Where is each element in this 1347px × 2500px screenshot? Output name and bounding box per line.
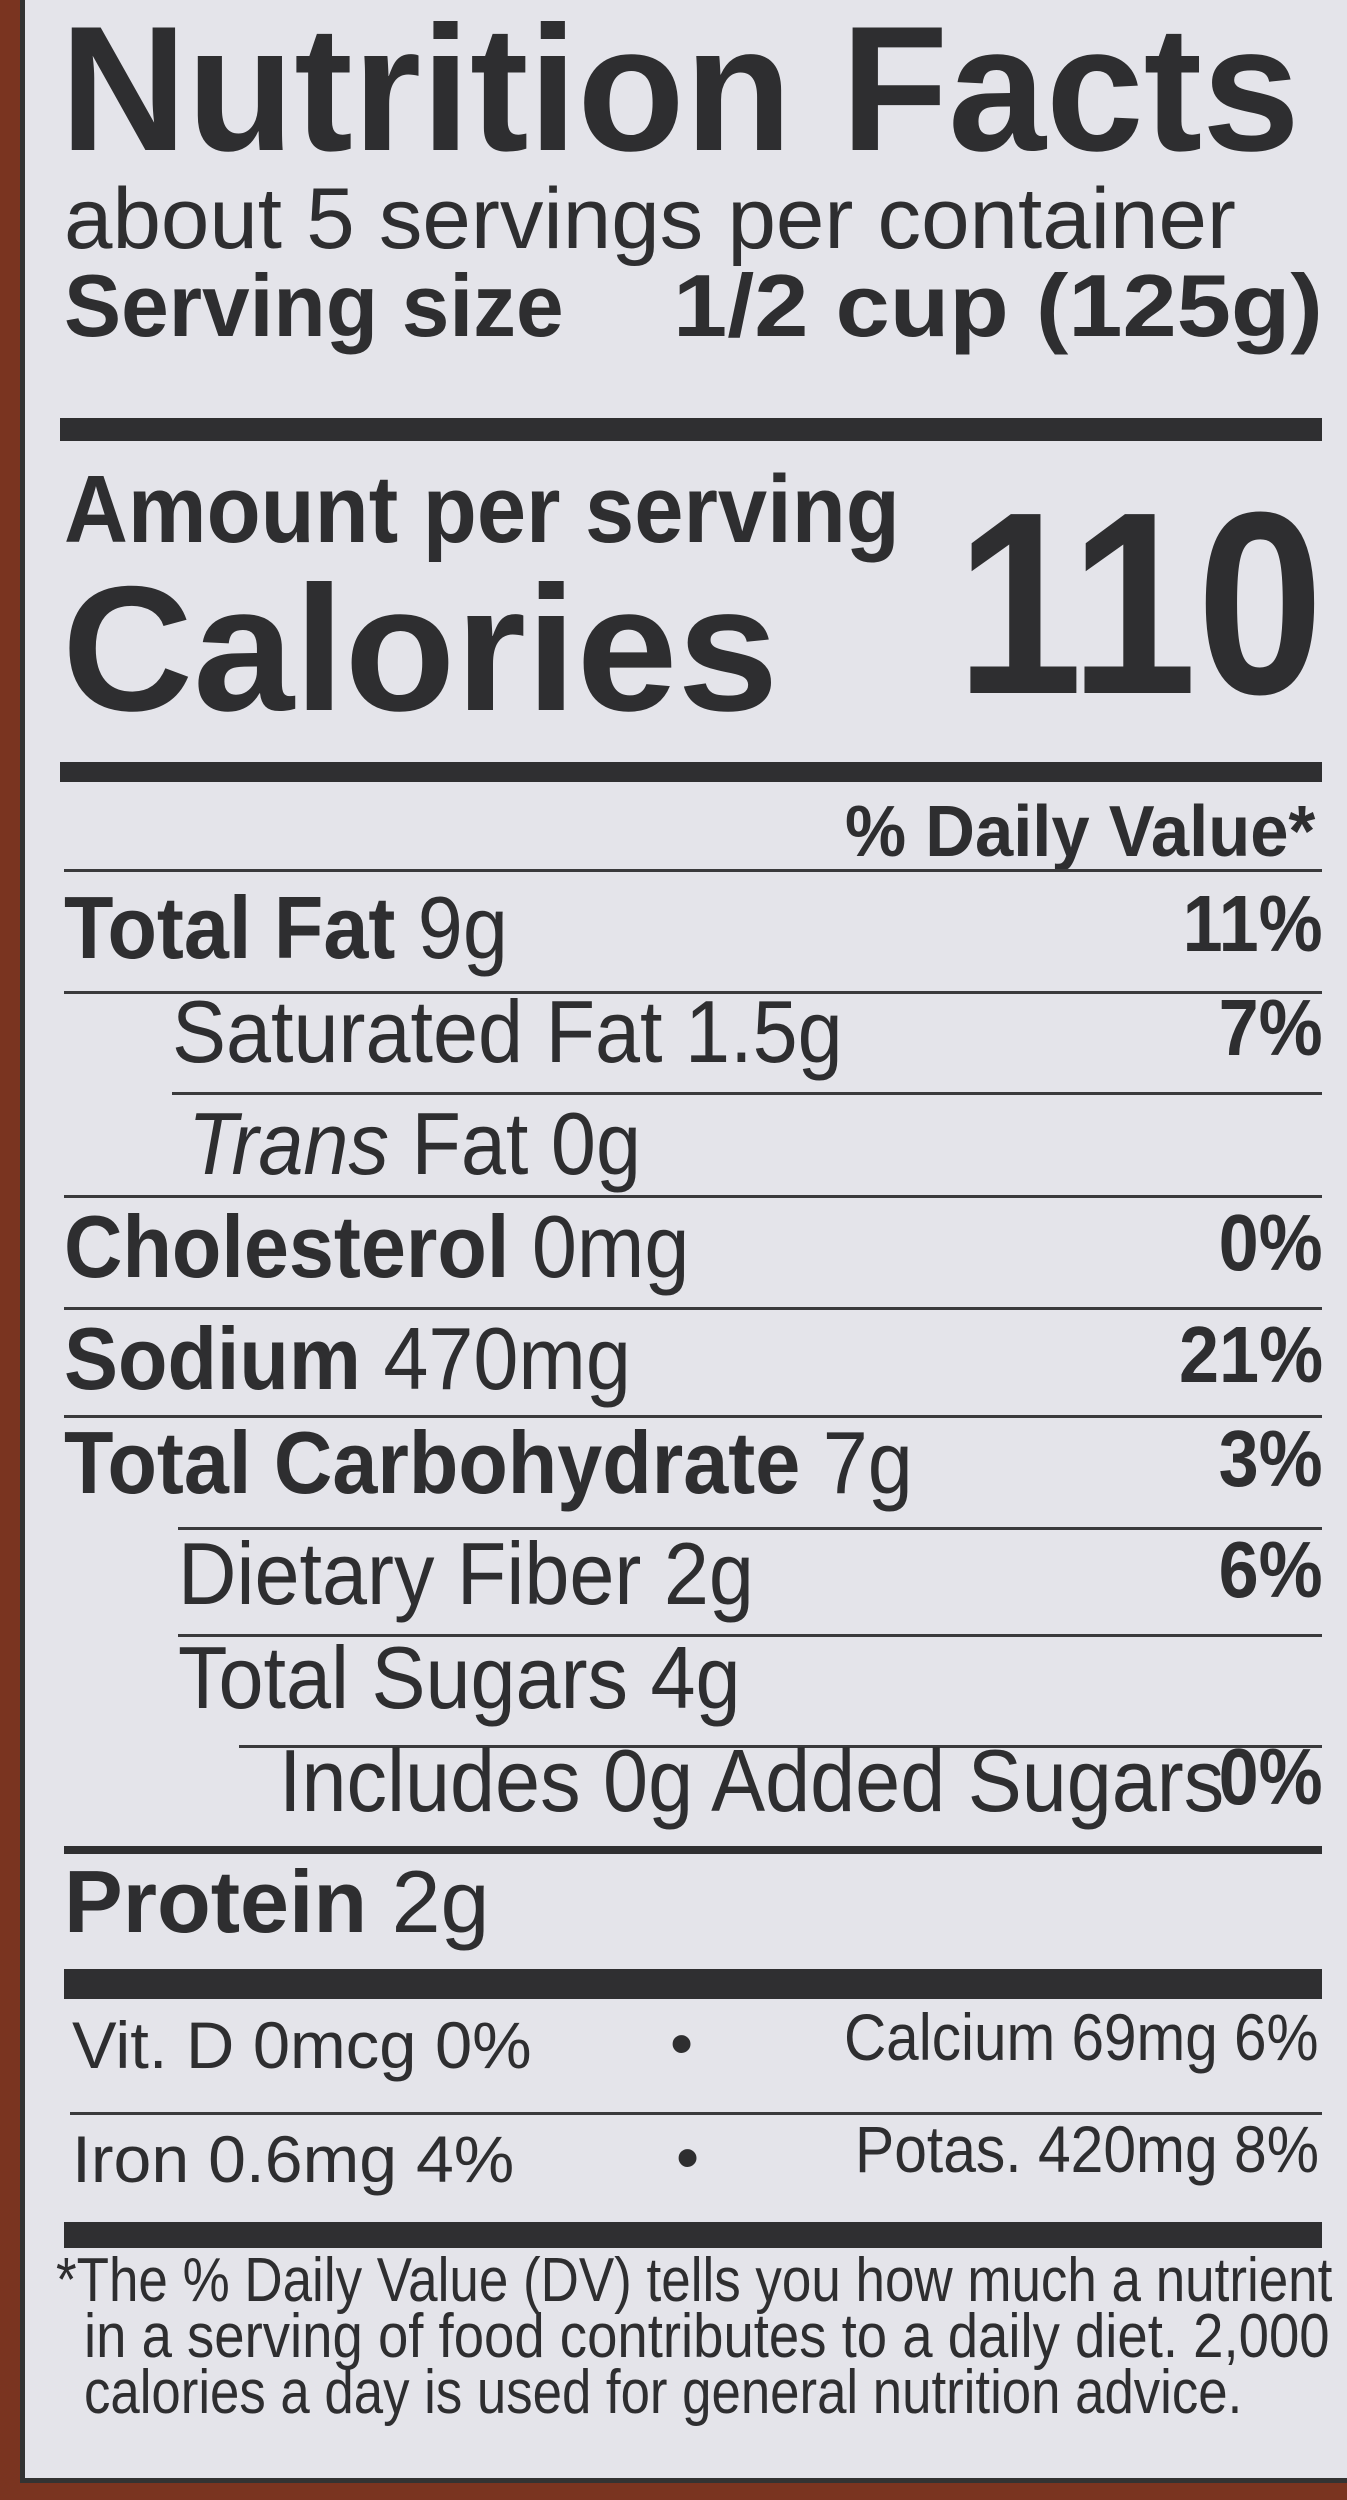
thick-divider [60, 418, 1322, 441]
divider [178, 1634, 1322, 1637]
daily-value-percent: 21% [1178, 1310, 1323, 1399]
nutrient-row: Sodium 470mg [64, 1315, 631, 1403]
nutrient-row: Trans Fat 0g [188, 1100, 641, 1188]
vitamin-d: Vit. D 0mcg 0% [72, 2008, 532, 2082]
divider [70, 2112, 1322, 2115]
nutrient-name: Protein [64, 1852, 368, 1951]
nutrient-row: Cholesterol 0mg [64, 1203, 689, 1291]
nutrient-name: Total Carbohydrate [64, 1413, 801, 1512]
iron: Iron 0.6mg 4% [72, 2122, 515, 2196]
nutrient-row: Total Carbohydrate 7g [64, 1419, 913, 1507]
daily-value-percent: 6% [1218, 1525, 1323, 1614]
thick-divider [64, 1969, 1322, 1999]
nutrient-amount: 0g [550, 1094, 641, 1193]
divider [64, 1415, 1322, 1418]
nutrient-amount: 7g [822, 1413, 913, 1512]
nutrient-row: Includes 0g Added Sugars [279, 1737, 1224, 1825]
nutrient-amount: 2g [391, 1852, 490, 1951]
nutrient-amount: 9g [417, 878, 508, 977]
medium-divider [60, 762, 1322, 782]
separator-dot: • [670, 2006, 694, 2080]
divider [64, 1195, 1322, 1198]
nutrient-name: Total Fat [64, 878, 396, 977]
footnote-line: calories a day is used for general nutri… [84, 2358, 1243, 2427]
nutrient-amount: 2g [663, 1524, 754, 1623]
separator-dot: • [676, 2120, 700, 2194]
daily-value-percent: 0% [1218, 1732, 1323, 1821]
daily-value-percent: 7% [1218, 983, 1323, 1072]
nutrient-row-protein: Protein 2g [64, 1858, 490, 1946]
nutrient-amount: 470mg [383, 1309, 631, 1408]
footnote-line: *The % Daily Value (DV) tells you how mu… [56, 2246, 1333, 2315]
divider [64, 869, 1322, 872]
nutrient-amount: 1.5g [685, 982, 843, 1081]
nutrient-row: Dietary Fiber 2g [178, 1530, 754, 1618]
calcium: Calcium 69mg 6% [844, 2000, 1319, 2074]
nutrient-name: Dietary Fiber [178, 1524, 642, 1623]
nutrient-name: Sodium [64, 1309, 361, 1408]
servings-per-container: about 5 servings per container [64, 171, 1236, 267]
amount-per-serving: Amount per serving [64, 456, 900, 563]
nutrient-name: Saturated Fat [172, 982, 663, 1081]
title: Nutrition Facts [60, 0, 1300, 188]
nutrient-name-suffix: Fat [411, 1094, 529, 1193]
daily-value-header: % Daily Value* [844, 792, 1315, 872]
nutrient-name: Cholesterol [64, 1197, 510, 1296]
potassium: Potas. 420mg 8% [855, 2112, 1319, 2186]
calories-label: Calories [62, 549, 779, 748]
daily-value-percent: 11% [1182, 879, 1323, 968]
serving-size-label: Serving size [64, 256, 564, 355]
divider-thick [64, 1846, 1322, 1854]
nutrient-row: Total Sugars 4g [178, 1634, 741, 1722]
divider [178, 1527, 1322, 1530]
daily-value-percent: 3% [1218, 1414, 1323, 1503]
nutrient-amount: 0mg [531, 1197, 690, 1296]
thick-divider [64, 2222, 1322, 2248]
nutrient-row: Total Fat 9g [64, 884, 508, 972]
nutrition-label [20, 0, 1347, 2483]
nutrient-row: Saturated Fat 1.5g [172, 988, 843, 1076]
serving-size-value: 1/2 cup (125g) [673, 256, 1323, 355]
divider [172, 1092, 1322, 1095]
nutrient-name: Includes 0g Added Sugars [279, 1731, 1225, 1830]
footnote-line: in a serving of food contributes to a da… [84, 2302, 1330, 2371]
nutrient-name: Total Sugars [178, 1628, 629, 1727]
divider [239, 1745, 1322, 1748]
daily-value-percent: 0% [1218, 1198, 1323, 1287]
nutrient-amount: 4g [650, 1628, 741, 1727]
nutrient-name: Trans [188, 1094, 389, 1193]
calories-value: 110 [955, 459, 1323, 749]
divider [64, 991, 1322, 994]
divider [64, 1307, 1322, 1310]
